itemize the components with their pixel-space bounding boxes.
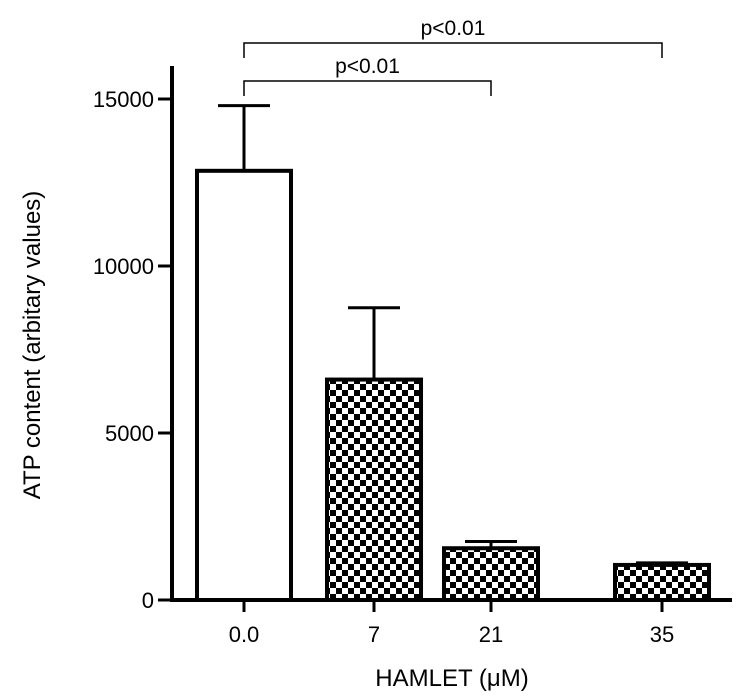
y-tick-label: 0	[142, 588, 154, 613]
y-axis-title: ATP content (arbitary values)	[19, 191, 46, 500]
x-tick-label-21: 21	[479, 622, 503, 647]
y-tick-label: 10000	[93, 254, 154, 279]
y-tick-label: 5000	[105, 421, 154, 446]
bar-0.0	[195, 168, 293, 602]
bar-7	[325, 377, 423, 602]
x-tick-label-35: 35	[650, 622, 674, 647]
significance-bracket	[243, 42, 663, 58]
x-axis-title: HAMLET (μM)	[375, 665, 528, 692]
error-bars-group	[218, 104, 688, 565]
bars-group	[195, 168, 711, 602]
significance-bracket	[243, 80, 492, 96]
significance-label: p<0.01	[335, 55, 400, 78]
x-tick-label-7: 7	[368, 622, 380, 647]
significance-label: p<0.01	[421, 17, 486, 40]
y-axis-ticks: 0 5000 10000 15000	[93, 87, 172, 613]
x-axis-ticks: 0.0 7 21 35	[229, 600, 674, 647]
significance-brackets: p<0.01 p<0.01	[243, 17, 663, 96]
bar-21	[442, 546, 540, 602]
x-tick-label-0.0: 0.0	[229, 622, 260, 647]
y-tick-label: 15000	[93, 87, 154, 112]
bar-35	[613, 562, 711, 602]
